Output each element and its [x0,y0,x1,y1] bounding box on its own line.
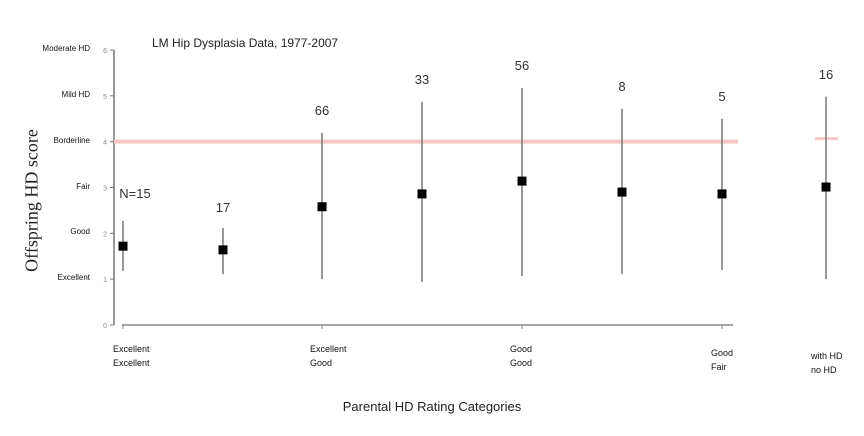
y-tick-label: 5 [103,94,107,101]
mean-marker [218,245,228,255]
y-tick-label: 4 [103,140,107,147]
x-category-label: with HD no HD [811,351,843,375]
sample-size-label: 8 [618,78,626,94]
y-category-label: Fair [76,181,90,191]
x-axis-title: Parental HD Rating Categories [342,399,522,414]
y-tick-label: 6 [103,48,107,55]
x-category-label: Good Good [510,344,533,368]
x-category-label: Excellent Excellent [113,344,150,368]
y-tick-label: 0 [103,323,107,330]
y-category-label: Excellent [57,273,90,283]
y-tick-label: 3 [103,186,107,193]
y-tick-label: 1 [103,277,107,284]
sample-size-label: 33 [414,71,430,87]
mean-marker [317,202,327,212]
y-category-label: Good [70,227,90,237]
sample-size-label: 66 [314,102,330,118]
mean-marker [118,241,128,251]
sample-size-label: N=15 [119,186,151,201]
x-category-label: Excellent Good [310,344,347,368]
x-category-label: Good Fair [711,348,734,372]
mean-marker [517,176,527,186]
mean-marker [417,189,427,199]
chart-title: LM Hip Dysplasia Data, 1977-2007 [152,36,339,50]
mean-marker [617,187,627,197]
y-category-label: Mild HD [61,89,90,99]
y-tick-label: 2 [103,231,107,238]
sample-size-label: 17 [215,199,231,215]
y-category-label: Moderate HD [42,44,90,53]
mean-marker [717,189,727,199]
sample-size-label: 16 [818,66,834,82]
mean-marker [821,182,831,192]
y-category-label: Borderline [53,135,90,145]
sample-size-label: 56 [514,58,530,74]
sample-size-label: 5 [718,88,726,104]
